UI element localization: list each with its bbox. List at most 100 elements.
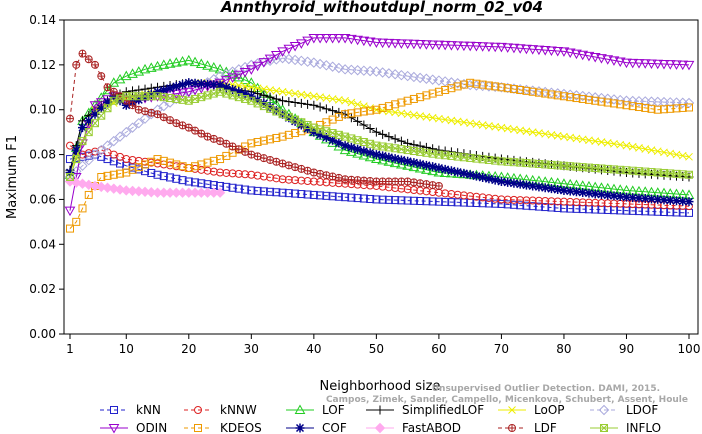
data-point <box>194 406 202 414</box>
data-point <box>491 122 500 131</box>
data-point <box>497 123 506 132</box>
series-markers <box>66 87 693 181</box>
data-point <box>559 197 568 206</box>
data-point <box>170 57 182 67</box>
data-point-cross <box>185 124 193 132</box>
data-point <box>471 42 482 52</box>
data-point <box>491 194 500 203</box>
legend-item-loop: LoOP <box>498 403 565 417</box>
data-point <box>234 184 243 193</box>
data-point <box>309 92 318 101</box>
data-point <box>316 177 325 186</box>
data-point <box>416 147 425 156</box>
data-point <box>245 65 257 75</box>
data-point <box>352 35 363 46</box>
data-point <box>259 85 268 93</box>
data-point <box>534 182 544 192</box>
data-point <box>614 57 626 68</box>
data-point <box>84 116 94 126</box>
data-point <box>122 168 131 177</box>
x-tick-label: 20 <box>181 342 196 356</box>
data-point <box>421 142 431 152</box>
data-point-cross <box>297 165 305 173</box>
data-point <box>503 177 513 187</box>
data-point <box>353 100 362 109</box>
data-point <box>484 194 493 203</box>
data-point <box>591 96 600 105</box>
data-point <box>384 152 394 162</box>
data-point <box>578 135 587 144</box>
data-point <box>503 124 512 133</box>
data-point <box>528 196 537 205</box>
data-point <box>216 87 225 96</box>
data-point <box>466 153 475 162</box>
data-point <box>153 159 162 168</box>
data-point <box>466 192 475 201</box>
data-point <box>441 151 450 160</box>
data-point <box>334 112 343 121</box>
data-point <box>321 60 332 71</box>
data-point <box>294 404 306 414</box>
data-point <box>308 57 320 68</box>
data-point <box>435 114 443 123</box>
data-point <box>233 71 245 82</box>
data-point <box>296 55 307 67</box>
data-point <box>472 154 481 163</box>
data-point <box>284 130 293 139</box>
data-point <box>291 89 299 98</box>
data-point <box>421 164 432 174</box>
data-point <box>685 170 693 179</box>
data-point <box>402 160 413 170</box>
data-point-cross <box>66 173 74 181</box>
data-point <box>516 196 525 205</box>
data-point <box>472 199 481 208</box>
data-point <box>259 136 268 145</box>
data-point <box>272 174 281 183</box>
data-point <box>359 138 368 147</box>
data-point-cross <box>410 178 418 186</box>
data-point <box>515 179 525 189</box>
data-point <box>521 44 532 55</box>
data-point <box>372 141 381 150</box>
x-tick-label: 1 <box>66 342 74 356</box>
data-point <box>528 87 537 96</box>
data-point <box>103 97 113 107</box>
x-tick-label: 80 <box>556 342 571 356</box>
data-point-cross <box>79 50 87 58</box>
data-point <box>247 83 256 92</box>
data-point <box>634 193 644 203</box>
data-point <box>478 121 487 129</box>
data-point <box>328 129 337 138</box>
data-point <box>122 155 131 164</box>
data-point-cross <box>103 104 112 113</box>
y-tick-label: 0.04 <box>29 237 56 251</box>
data-point-cross <box>97 111 106 120</box>
data-point <box>259 172 268 181</box>
data-point-cross <box>404 177 412 185</box>
data-point <box>609 99 618 108</box>
data-point <box>289 54 301 66</box>
data-point-cross <box>508 424 516 432</box>
data-point <box>528 128 537 136</box>
data-point <box>353 116 363 126</box>
data-point <box>541 203 550 212</box>
data-point <box>384 195 393 204</box>
data-point <box>308 33 320 44</box>
data-point <box>541 130 550 138</box>
y-tick-label: 0.02 <box>29 282 56 296</box>
data-point <box>447 116 456 125</box>
legend-item-knnw: kNNW <box>184 403 257 417</box>
data-point <box>222 182 231 191</box>
data-point <box>391 144 400 153</box>
data-point <box>121 100 131 110</box>
data-point <box>458 41 470 52</box>
data-point <box>685 152 693 161</box>
data-point <box>389 157 401 168</box>
data-point <box>578 94 587 103</box>
data-point <box>84 190 93 199</box>
data-point <box>528 202 537 211</box>
data-point <box>578 198 587 207</box>
data-point <box>409 94 418 103</box>
data-point <box>203 166 212 175</box>
data-point <box>284 175 293 184</box>
